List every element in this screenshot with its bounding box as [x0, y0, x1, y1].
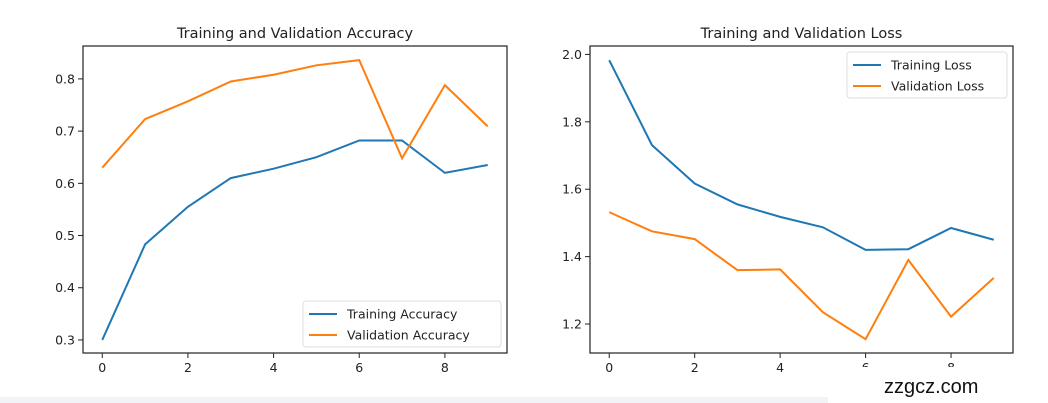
series-line-1 — [101, 59, 489, 169]
y-tick-label: 1.4 — [562, 249, 582, 264]
y-tick-label: 1.2 — [562, 317, 582, 332]
series-line-1 — [608, 211, 995, 341]
legend-box — [846, 51, 1008, 99]
y-tick-label: 0.7 — [55, 124, 75, 139]
legend: Training Loss Validation Loss — [846, 51, 1008, 99]
y-tick-label: 1.8 — [562, 114, 582, 129]
x-tick-label: 2 — [184, 360, 192, 375]
accuracy-plot: Training and Validation Accuracy 0 2 4 6 8 0.3… — [55, 26, 508, 375]
x-tick-label: 0 — [98, 360, 106, 375]
legend-label: Validation Accuracy — [347, 328, 470, 343]
chart-title: Training and Validation Loss — [700, 26, 903, 42]
y-tick-label: 1.6 — [562, 182, 582, 197]
x-tick-label: 2 — [691, 360, 699, 375]
legend: Training Accuracy Validation Accuracy — [302, 300, 502, 348]
x-tick-label: 4 — [270, 360, 278, 375]
legend-label: Validation Loss — [891, 79, 984, 94]
y-tick-label: 0.4 — [55, 280, 75, 295]
legend-box — [302, 300, 502, 348]
series-line-0 — [101, 139, 488, 341]
y-tick-label: 2.0 — [562, 47, 582, 62]
x-tick-label: 0 — [605, 360, 613, 375]
x-tick-label: 4 — [776, 360, 784, 375]
legend-label: Training Accuracy — [346, 307, 458, 322]
legend-label: Training Loss — [890, 58, 972, 73]
y-tick-label: 0.6 — [55, 176, 75, 191]
x-tick-label: 8 — [441, 360, 449, 375]
chart-title: Training and Validation Accuracy — [176, 26, 414, 42]
series-line-0 — [608, 59, 995, 251]
y-tick-label: 0.5 — [55, 228, 75, 243]
bottom-strip — [0, 397, 828, 403]
axes-frame — [589, 45, 1014, 354]
loss-plot: Training and Validation Loss024681.21.41… — [562, 26, 1014, 375]
x-tick-label: 6 — [355, 360, 363, 375]
watermark: zzgcz.com — [884, 376, 979, 398]
y-tick-label: 0.8 — [55, 71, 75, 86]
y-tick-label: 0.3 — [55, 332, 75, 347]
watermark-background — [830, 367, 1048, 403]
axes-frame — [82, 45, 508, 354]
